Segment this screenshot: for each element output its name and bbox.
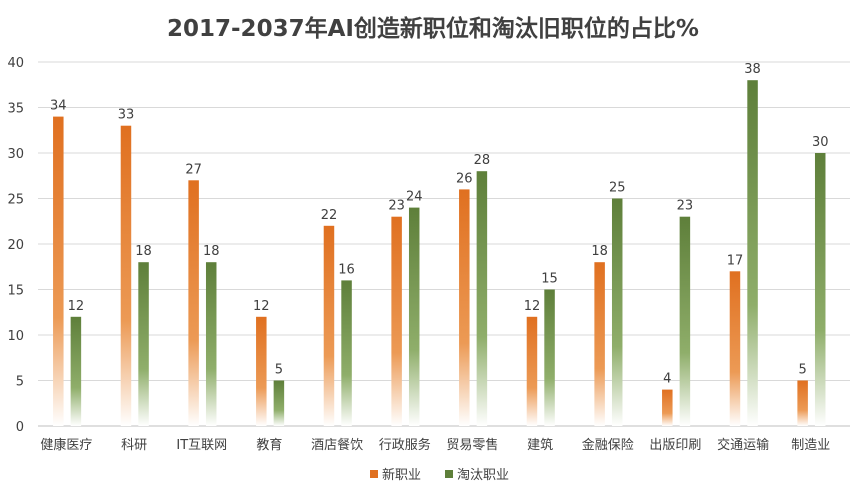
chart-title: 2017-2037年AI创造新职位和淘汰旧职位的占比% — [167, 15, 699, 42]
y-tick-label: 30 — [7, 147, 24, 162]
y-tick-label: 0 — [16, 420, 24, 435]
legend-swatch — [370, 470, 378, 478]
data-label: 23 — [388, 199, 405, 214]
bar-new — [120, 125, 132, 426]
category-label: 教育 — [256, 437, 282, 453]
bar-eliminated — [679, 216, 691, 426]
y-axis-ticks: 0 5 10 15 20 25 30 35 40 — [7, 56, 24, 435]
category-label: 科研 — [121, 438, 147, 453]
bar-eliminated — [205, 262, 217, 426]
category-label: 行政服务 — [379, 437, 431, 453]
bar-new — [391, 216, 402, 426]
data-label: 5 — [798, 363, 806, 378]
data-label: 12 — [524, 299, 541, 314]
data-label: 22 — [321, 208, 338, 223]
y-tick-label: 15 — [7, 284, 24, 299]
data-label: 18 — [135, 244, 152, 259]
gridlines — [38, 61, 850, 427]
data-label: 12 — [68, 299, 85, 314]
data-label: 27 — [185, 162, 202, 177]
data-label: 24 — [406, 190, 423, 205]
x-axis-categories: 健康医疗 科研 IT互联网 教育 酒店餐饮 行政服务 贸易零售 建筑 金融保险 出版印刷 交通运输 制… — [40, 437, 830, 453]
y-tick-label: 35 — [7, 102, 24, 117]
category-label: 酒店餐饮 — [311, 437, 363, 453]
legend-label: 新职业 — [382, 467, 421, 483]
data-label: 17 — [727, 253, 744, 268]
category-label: 建筑 — [527, 437, 553, 453]
data-label: 34 — [50, 99, 67, 114]
legend-label: 淘汰职业 — [457, 468, 509, 483]
category-label: 交通运输 — [717, 437, 769, 453]
bar-eliminated — [476, 171, 488, 426]
data-label: 25 — [609, 181, 626, 196]
bar-new — [459, 189, 470, 426]
y-tick-label: 40 — [7, 56, 24, 71]
bar-new — [323, 225, 335, 426]
bar-eliminated — [747, 80, 758, 426]
y-tick-label: 10 — [7, 329, 24, 344]
bar-eliminated — [544, 289, 555, 426]
bar-eliminated — [341, 280, 352, 426]
category-label: 金融保险 — [582, 437, 634, 453]
data-label: 16 — [338, 262, 355, 277]
bar-eliminated — [408, 207, 420, 426]
data-label: 30 — [812, 135, 829, 150]
bar-new — [797, 380, 808, 426]
data-label: 38 — [744, 62, 761, 77]
data-label: 5 — [275, 363, 283, 378]
bar-eliminated — [814, 153, 826, 426]
bar-new — [662, 389, 673, 426]
data-label: 15 — [541, 272, 558, 287]
y-tick-label: 25 — [7, 193, 24, 208]
legend-swatch — [445, 470, 453, 478]
bars — [53, 80, 826, 426]
bar-new — [729, 271, 741, 426]
data-label: 12 — [253, 299, 270, 314]
bar-new — [188, 180, 199, 426]
bar-new — [53, 116, 64, 426]
category-label: IT互联网 — [176, 438, 227, 453]
data-labels: 3412331827181252216232426281215182542317… — [50, 62, 828, 386]
data-label: 18 — [203, 244, 220, 259]
bar-eliminated — [138, 262, 149, 426]
data-label: 26 — [456, 171, 473, 186]
y-tick-label: 20 — [7, 238, 24, 253]
data-label: 23 — [677, 199, 694, 214]
data-label: 4 — [663, 372, 671, 387]
category-label: 健康医疗 — [40, 437, 92, 453]
bar-new — [526, 316, 538, 426]
bar-new — [256, 316, 267, 426]
category-label: 贸易零售 — [446, 437, 498, 453]
bar-new — [594, 262, 605, 426]
bar-eliminated — [273, 380, 285, 426]
data-label: 33 — [118, 108, 135, 123]
bar-eliminated — [70, 316, 82, 426]
bar-eliminated — [611, 198, 623, 426]
category-label: 出版印刷 — [649, 438, 701, 453]
y-tick-label: 5 — [16, 375, 24, 390]
category-label: 制造业 — [791, 438, 830, 453]
data-label: 18 — [591, 244, 608, 259]
data-label: 28 — [474, 153, 491, 168]
legend: 新职业 淘汰职业 — [370, 467, 509, 483]
